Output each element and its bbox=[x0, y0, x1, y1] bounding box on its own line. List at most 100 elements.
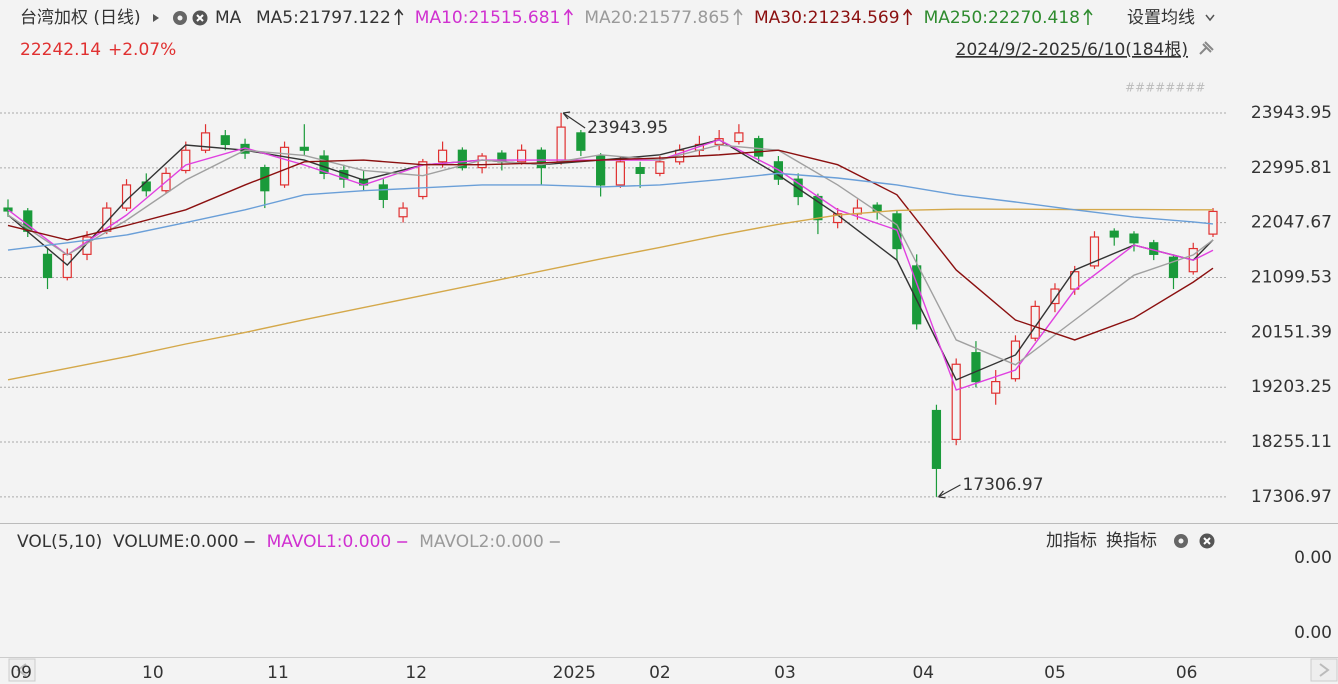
volume-legend: VOLUME:0.000 MAVOL1:0.000 MAVOL2:0.000 bbox=[113, 532, 560, 552]
candle-body bbox=[931, 409, 942, 469]
candle-body bbox=[299, 146, 309, 151]
candle-body bbox=[951, 363, 961, 441]
x-tick-label: 2025 bbox=[553, 663, 596, 683]
scroll-right-icon bbox=[1319, 663, 1330, 677]
x-tick-label: 09 bbox=[10, 663, 32, 683]
candle-body bbox=[3, 207, 13, 212]
candle-body bbox=[556, 126, 566, 163]
candle-body bbox=[576, 132, 586, 151]
y-tick-label: 22047.67 bbox=[1251, 213, 1332, 233]
quote-price: 22242.14 bbox=[20, 40, 101, 60]
candle-body bbox=[378, 184, 388, 201]
candle-body bbox=[1089, 236, 1100, 267]
candle-body bbox=[1010, 340, 1021, 380]
candle-body bbox=[615, 161, 625, 186]
volume-legend-entry: MAVOL1:0.000 bbox=[267, 532, 392, 552]
candle-body bbox=[260, 166, 270, 192]
scroll-left[interactable] bbox=[8, 658, 36, 682]
x-tick-label: 05 bbox=[1044, 663, 1066, 683]
candle-body bbox=[42, 253, 53, 279]
x-axis-band bbox=[0, 657, 1338, 684]
y-tick-label: 20151.39 bbox=[1251, 322, 1332, 342]
legend-arrow bbox=[563, 8, 573, 25]
candle-body bbox=[457, 149, 467, 169]
scroll-left-icon bbox=[16, 663, 27, 677]
annotation-arrow bbox=[937, 484, 961, 499]
legend-arrow bbox=[733, 8, 743, 25]
legend-entry: MA250:22270.418 bbox=[924, 8, 1080, 28]
legend-entry: MA10:21515.681 bbox=[415, 8, 561, 28]
candle-body bbox=[1109, 230, 1119, 238]
annotation: 23943.95 bbox=[587, 118, 668, 138]
x-tick-label: 06 bbox=[1176, 663, 1198, 683]
legend-arrow bbox=[1083, 8, 1093, 25]
candle-body bbox=[655, 161, 665, 174]
close-icon-x bbox=[196, 14, 204, 22]
chart-title: 台湾加权 (日线) bbox=[20, 8, 141, 28]
candle-body bbox=[1050, 288, 1060, 305]
annotation: 17306.97 bbox=[962, 475, 1043, 495]
x-tick-label: 03 bbox=[774, 663, 796, 683]
candle-body bbox=[971, 352, 981, 383]
y-tick-label: 19203.25 bbox=[1251, 377, 1332, 397]
pin-icon[interactable] bbox=[1199, 41, 1214, 55]
candle-body bbox=[398, 207, 408, 218]
candle-body bbox=[418, 161, 428, 198]
ma-line bbox=[7, 149, 1214, 341]
title-menu-icon[interactable] bbox=[153, 14, 159, 22]
x-tick-label: 12 bbox=[405, 663, 427, 683]
ma-line bbox=[7, 208, 1213, 381]
settings-icon-hole bbox=[177, 15, 183, 21]
y-tick-label: 23943.95 bbox=[1251, 103, 1332, 123]
scale-icon[interactable]: ######## bbox=[1125, 81, 1205, 95]
legend-entry: MA30:21234.569 bbox=[754, 8, 900, 28]
candle-body bbox=[437, 149, 448, 163]
indicator-name: MA bbox=[215, 8, 242, 28]
candle-body bbox=[536, 149, 546, 169]
volume-close-icon-x bbox=[1203, 537, 1211, 545]
legend-entry: MA20:21577.865 bbox=[584, 8, 730, 28]
candle-body bbox=[1208, 210, 1218, 235]
candle-body bbox=[477, 155, 487, 169]
settings-caret bbox=[1205, 14, 1215, 22]
candle-body bbox=[1149, 242, 1159, 255]
candle-body bbox=[1030, 305, 1040, 339]
candle-body bbox=[517, 149, 527, 163]
legend-arrow bbox=[902, 8, 913, 25]
y-tick-label: 18255.11 bbox=[1251, 432, 1332, 452]
x-tick-label: 04 bbox=[912, 663, 934, 683]
range-label: 2024/9/2-2025/6/10(184根) bbox=[956, 40, 1188, 60]
x-tick-label: 10 bbox=[142, 663, 164, 683]
volume-y-tick-label: 0.00 bbox=[1294, 548, 1332, 568]
candle-body bbox=[754, 138, 764, 157]
quote-change: +2.07% bbox=[108, 40, 176, 60]
change-indicator-button[interactable]: 换指标 bbox=[1106, 531, 1157, 551]
legend-entry: MA5:21797.122 bbox=[256, 8, 391, 28]
annotation-arrow bbox=[562, 111, 586, 129]
candle-body bbox=[181, 149, 191, 172]
settings-button[interactable]: 设置均线 bbox=[1127, 8, 1195, 28]
candle-body bbox=[596, 155, 606, 186]
y-tick-label: 22995.81 bbox=[1251, 158, 1332, 178]
x-tick-label: 02 bbox=[649, 663, 671, 683]
volume-settings-icon-hole bbox=[1178, 538, 1184, 544]
x-tick-label: 11 bbox=[267, 663, 289, 683]
scroll-right[interactable] bbox=[1310, 658, 1338, 682]
volume-y-tick-label: 0.00 bbox=[1294, 623, 1332, 643]
candle-body bbox=[734, 132, 744, 143]
candle-body bbox=[1168, 256, 1179, 279]
candle-body bbox=[635, 166, 645, 174]
volume-title: VOL(5,10) bbox=[17, 532, 102, 552]
legend-arrow bbox=[394, 8, 404, 25]
volume-legend-entry: VOLUME:0.000 bbox=[113, 532, 239, 552]
ma-line bbox=[7, 172, 1214, 251]
ma-line bbox=[7, 144, 1214, 366]
add-indicator-button[interactable]: 加指标 bbox=[1046, 531, 1097, 551]
candle-body bbox=[279, 146, 290, 186]
candle-body bbox=[1129, 233, 1139, 244]
legend: MA5:21797.122 MA10:21515.681 MA20:21577.86… bbox=[256, 8, 1093, 28]
y-tick-label: 17306.97 bbox=[1251, 487, 1332, 507]
candle-body bbox=[220, 135, 230, 146]
